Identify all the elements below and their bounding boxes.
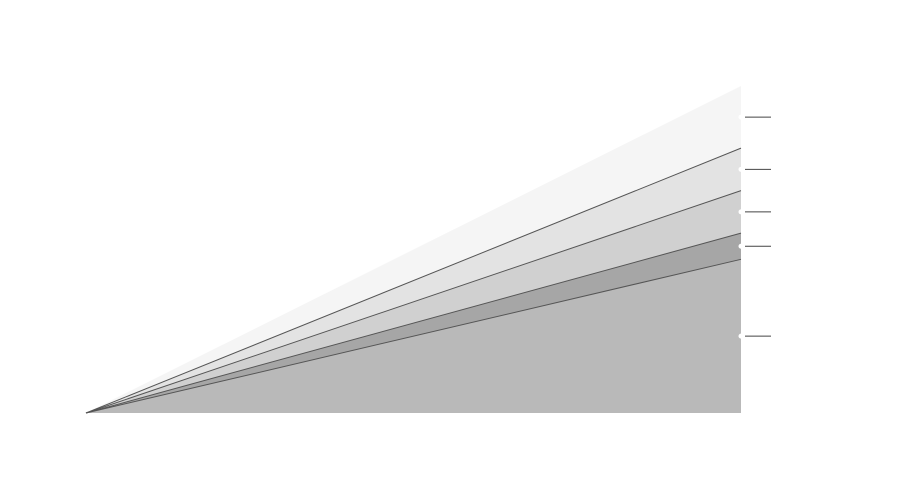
end-marker-4: [738, 166, 744, 172]
end-marker-5: [738, 114, 744, 120]
area-series-5: [86, 86, 741, 413]
boundary-line-3: [85, 190, 742, 414]
end-markers: [738, 114, 771, 339]
boundary-line-1: [85, 258, 742, 414]
area-layers: [86, 86, 741, 413]
end-marker-2: [738, 243, 744, 249]
boundary-lines: [85, 147, 742, 414]
end-marker-1: [738, 333, 744, 339]
boundary-line-2: [85, 232, 742, 414]
boundary-line-4: [85, 147, 742, 414]
end-marker-3: [738, 209, 744, 215]
